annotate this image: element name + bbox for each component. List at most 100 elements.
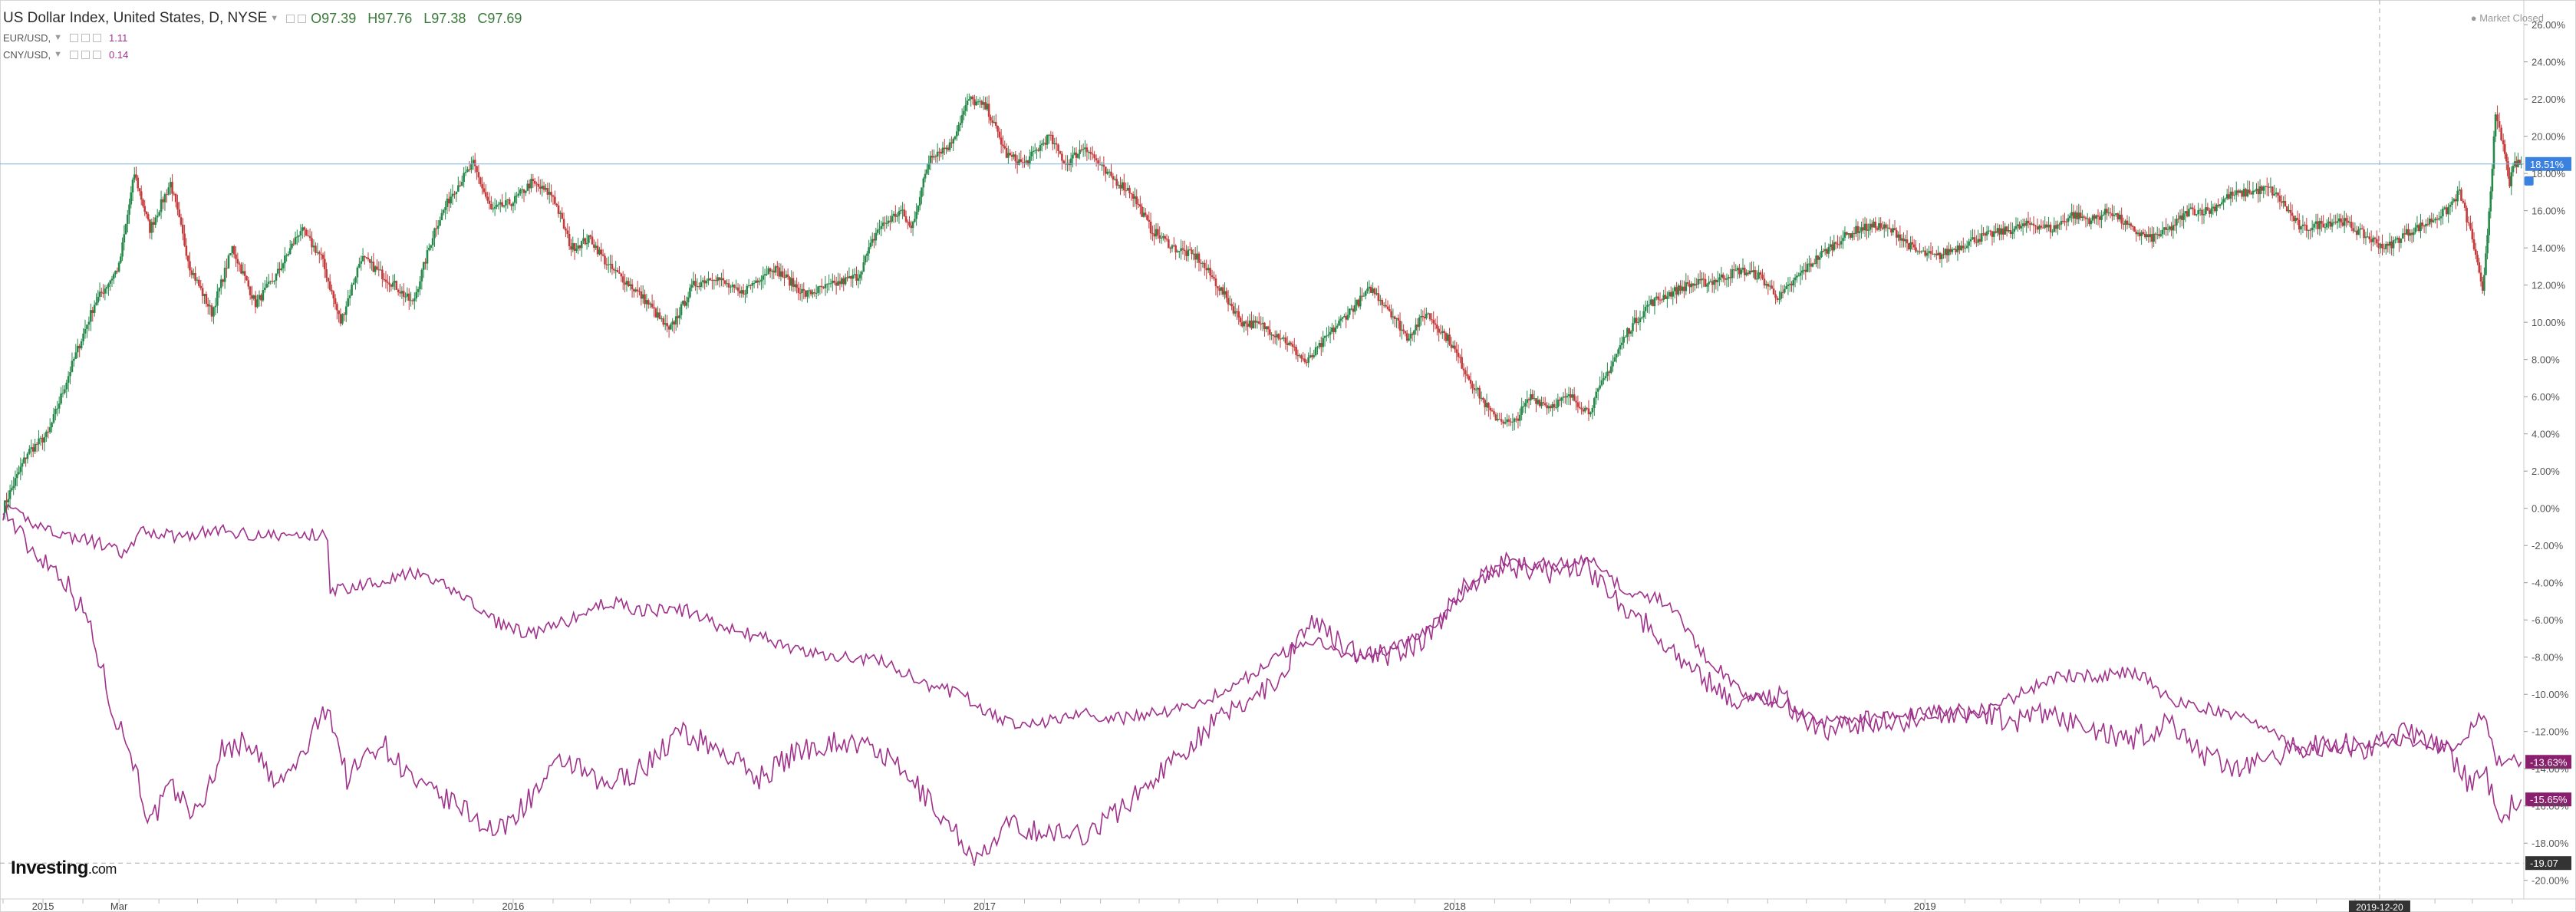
candle [582,229,585,245]
eur-current-tag [2525,755,2571,769]
candle [917,205,920,215]
candle-body [666,323,668,327]
candle [2462,198,2465,204]
candle-body [1761,275,1764,279]
candle [943,139,946,156]
candle [367,252,370,262]
candle-body [680,304,683,315]
candle-body [2028,222,2031,225]
candle [332,290,335,308]
price-axis[interactable]: 26.00%24.00%22.00%20.00%18.00%16.00%14.0… [2524,19,2569,887]
candle-body [203,294,206,296]
candle-body [238,263,241,265]
candle [2261,185,2263,194]
candle [28,445,31,455]
candle-body [2201,209,2203,216]
candle-body [789,277,791,286]
candle [1533,390,1536,402]
candle [1254,316,1257,329]
candle [921,187,923,205]
candle [1283,334,1285,342]
candle-body [2271,186,2274,196]
candle-body [227,255,230,269]
price-tick-label: 20.00% [2532,131,2566,143]
candle [1444,331,1448,343]
candle [984,97,987,110]
visibility-icon[interactable] [70,33,79,42]
candle-body [1935,253,1938,255]
candle-body [1469,380,1472,384]
visibility-icon[interactable] [286,14,295,23]
candle [2139,229,2141,241]
candle [1316,345,1319,355]
candle [2314,213,2317,229]
candle-body [2126,220,2129,226]
close-icon[interactable] [93,50,102,59]
visibility-icon[interactable] [70,50,79,59]
candle [1928,245,1930,258]
candle [1648,295,1651,314]
candle [390,284,393,291]
candle-body [372,262,375,272]
candle-body [1662,295,1665,300]
candle [1290,341,1293,347]
candle-body [334,298,337,305]
candle-body [991,120,994,123]
cny-series-label[interactable]: CNY/USD, [3,48,51,61]
candle-body [1072,154,1074,159]
candle-body [1698,278,1701,281]
candle-body [585,242,588,245]
candle [1029,149,1031,170]
candle-body [910,225,913,229]
candle-body [28,449,31,454]
candle-body [1858,231,1861,233]
chevron-down-icon[interactable]: ▼ [54,50,63,59]
candle-body [2179,215,2182,219]
candle-body [1876,228,1879,230]
candle [1853,226,1856,241]
candle [470,156,473,174]
candle-body [1273,335,1276,337]
candle-body [559,212,562,214]
candle [1973,229,1976,245]
candle [2128,216,2130,229]
candle [1945,245,1948,263]
candle-body [875,232,878,241]
candle-body [1960,245,1963,251]
candle [65,379,68,399]
chevron-down-icon[interactable]: ▼ [270,14,279,23]
candle [986,96,989,111]
candle [320,247,323,261]
candle [2373,236,2377,245]
candle-body [640,291,643,299]
close-icon[interactable] [93,33,102,42]
candle [1203,259,1206,276]
candle-body [137,177,140,189]
candle-body [214,305,217,308]
eur-series-label[interactable]: EUR/USD, [3,31,51,44]
candle [1890,228,1892,236]
symbol-title[interactable]: US Dollar Index, United States, D, NYSE [3,10,268,26]
candle [1055,137,1058,153]
chevron-down-icon[interactable]: ▼ [54,33,63,42]
candle [1669,286,1672,300]
candle [2278,188,2281,210]
candle-body [212,307,215,317]
price-tick-label: -10.00% [2532,689,2569,700]
candle-body [1808,263,1810,265]
candle [2113,206,2116,220]
settings-icon[interactable] [298,14,307,23]
candle-body [1409,334,1412,339]
candle-body [1506,419,1508,423]
candle [2028,217,2031,232]
candle-body [980,100,983,105]
candle [247,276,250,290]
settings-icon[interactable] [81,50,91,59]
candle [1720,266,1723,282]
settings-icon[interactable] [81,33,91,42]
candle-body [1148,219,1151,222]
candle [2064,212,2066,226]
candle-body [731,285,734,287]
time-axis[interactable]: 2015 Mar 2016 2017 2018 2019 2019-12-20 [2,899,2513,912]
